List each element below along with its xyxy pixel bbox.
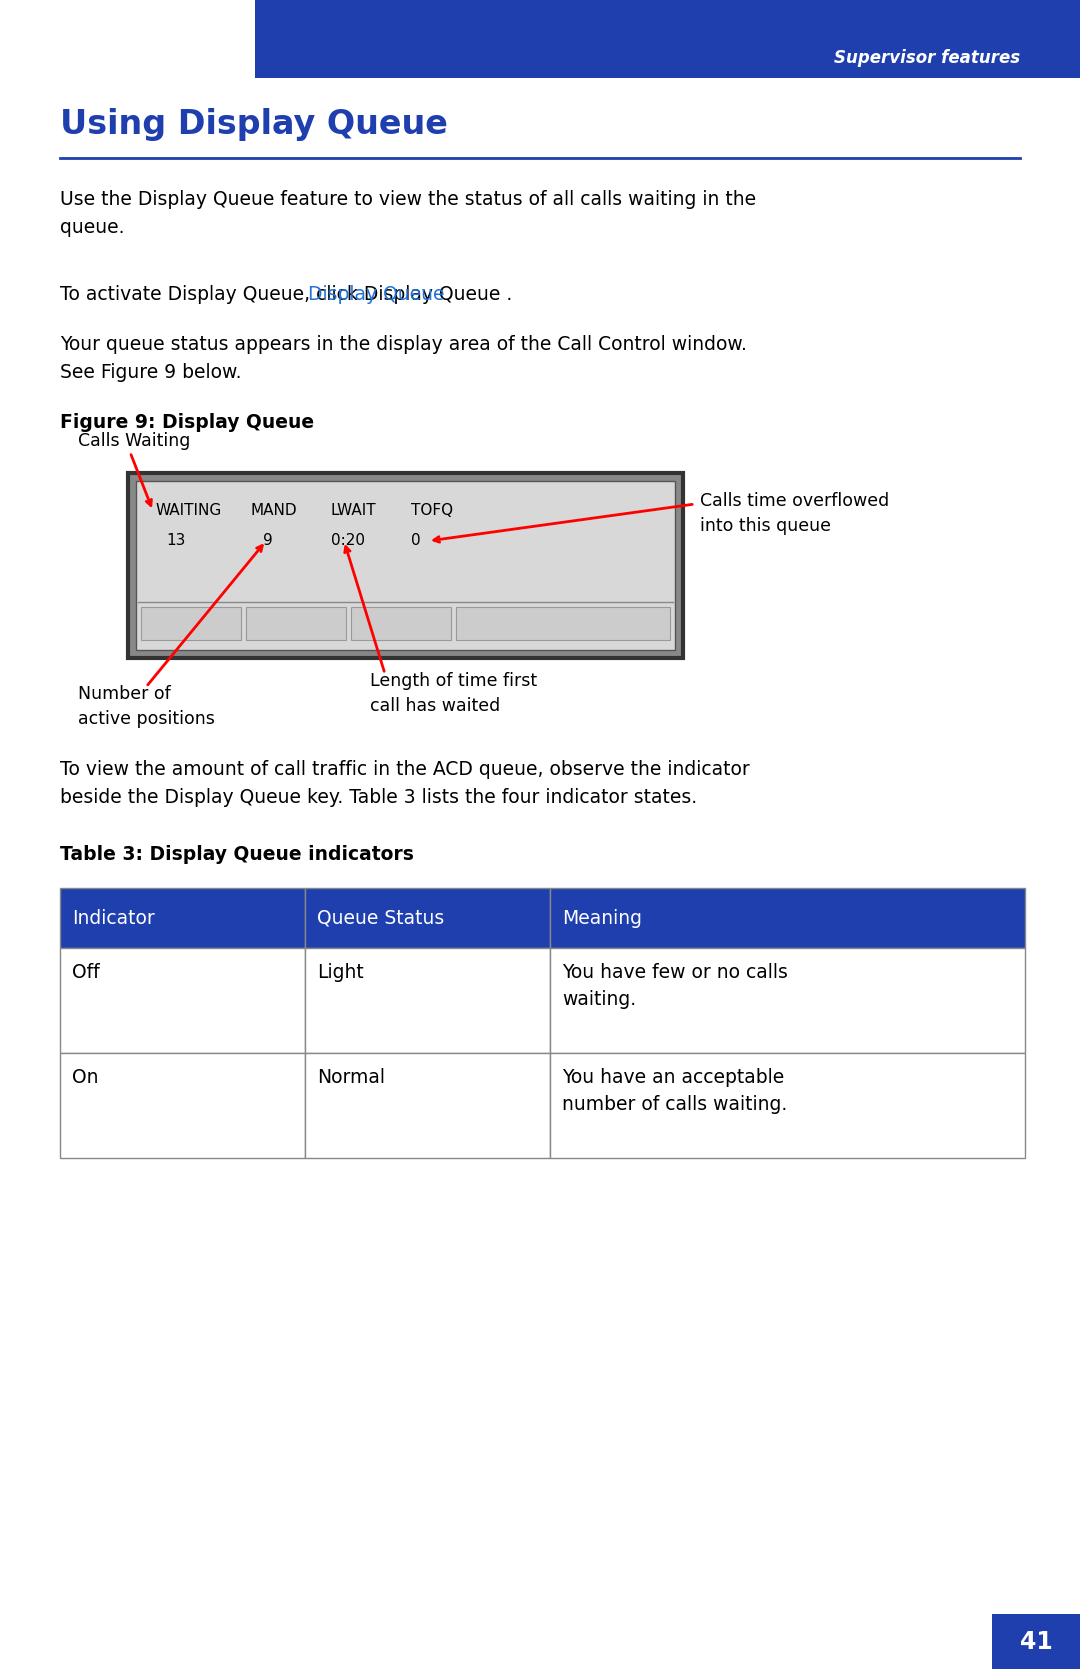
Text: Your queue status appears in the display area of the Call Control window.
See Fi: Your queue status appears in the display… — [60, 335, 747, 382]
Text: You have an acceptable
number of calls waiting.: You have an acceptable number of calls w… — [562, 1068, 787, 1115]
Text: Normal: Normal — [318, 1068, 384, 1087]
Text: Figure 9: Display Queue: Figure 9: Display Queue — [60, 412, 314, 432]
Text: Table 3: Display Queue indicators: Table 3: Display Queue indicators — [60, 845, 414, 865]
Text: Meaning: Meaning — [562, 908, 642, 928]
Bar — [141, 608, 241, 639]
Text: Light: Light — [318, 963, 364, 981]
Text: 0:20: 0:20 — [330, 532, 365, 547]
Bar — [129, 472, 683, 658]
Bar — [550, 948, 1025, 1053]
Bar — [136, 481, 675, 649]
Text: Supervisor features: Supervisor features — [834, 48, 1020, 67]
Text: To activate Display Queue, click Display Queue .: To activate Display Queue, click Display… — [60, 285, 512, 304]
Text: LWAIT: LWAIT — [330, 502, 377, 517]
Bar — [60, 948, 305, 1053]
Text: Using Display Queue: Using Display Queue — [60, 108, 448, 140]
Text: 41: 41 — [1020, 1629, 1052, 1654]
Bar — [456, 608, 670, 639]
Text: MAND: MAND — [251, 502, 298, 517]
Text: Off: Off — [72, 963, 99, 981]
Bar — [60, 888, 305, 948]
Text: Calls Waiting: Calls Waiting — [78, 432, 190, 451]
Bar — [305, 948, 550, 1053]
Text: Length of time first
call has waited: Length of time first call has waited — [370, 673, 537, 714]
Text: On: On — [72, 1068, 98, 1087]
Text: Queue Status: Queue Status — [318, 908, 444, 928]
Text: Display Queue: Display Queue — [308, 285, 444, 304]
Text: 13: 13 — [166, 532, 186, 547]
Bar — [993, 1614, 1080, 1669]
Text: 9: 9 — [264, 532, 273, 547]
Bar — [550, 888, 1025, 948]
Text: WAITING: WAITING — [156, 502, 222, 517]
Bar — [255, 0, 1080, 78]
Text: Indicator: Indicator — [72, 908, 154, 928]
Text: To view the amount of call traffic in the ACD queue, observe the indicator
besid: To view the amount of call traffic in th… — [60, 759, 750, 808]
Bar — [305, 888, 550, 948]
Text: 0: 0 — [411, 532, 420, 547]
Bar — [351, 608, 451, 639]
Bar — [305, 1053, 550, 1158]
Text: Number of
active positions: Number of active positions — [78, 684, 215, 728]
Bar — [246, 608, 346, 639]
Text: You have few or no calls
waiting.: You have few or no calls waiting. — [562, 963, 788, 1010]
Text: TOFQ: TOFQ — [411, 502, 454, 517]
Bar — [550, 1053, 1025, 1158]
Text: Calls time overflowed
into this queue: Calls time overflowed into this queue — [700, 492, 889, 536]
Bar — [60, 1053, 305, 1158]
Text: Use the Display Queue feature to view the status of all calls waiting in the
que: Use the Display Queue feature to view th… — [60, 190, 756, 237]
